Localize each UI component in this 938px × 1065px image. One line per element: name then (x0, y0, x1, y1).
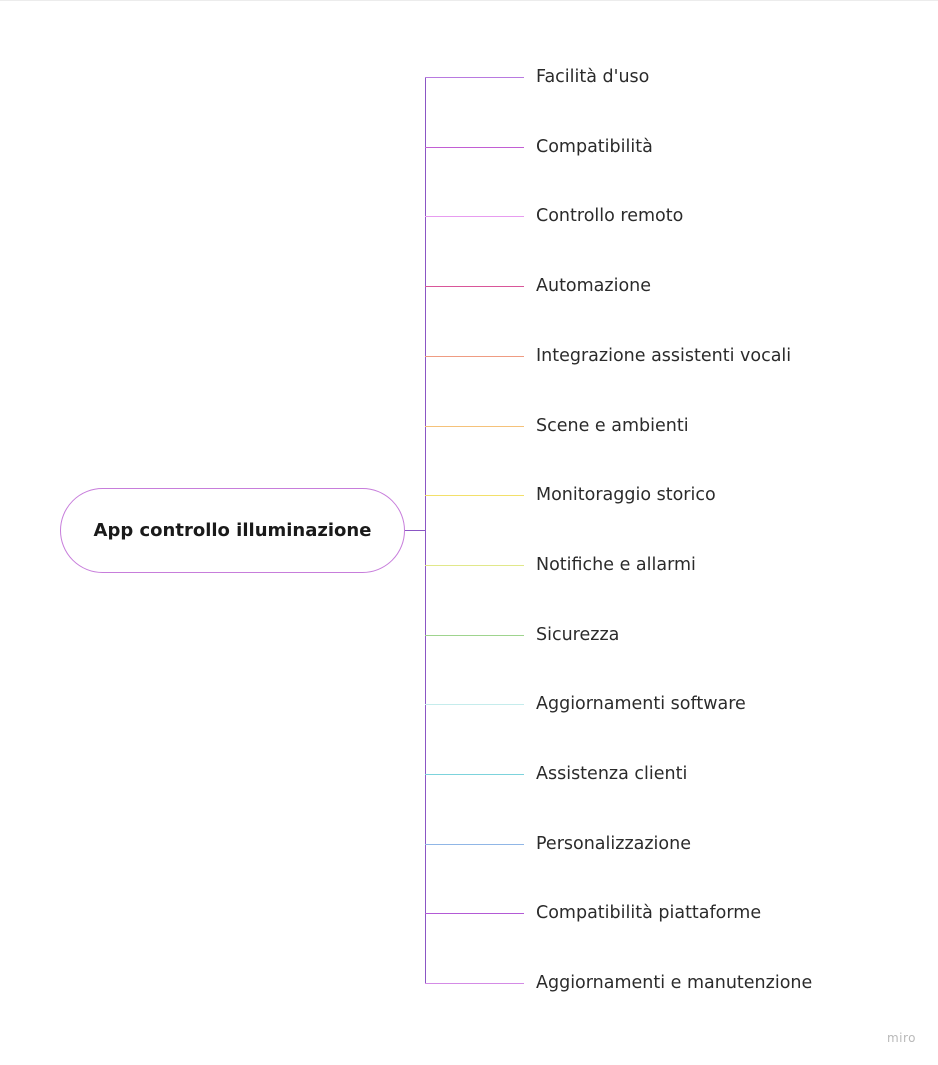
branch-node[interactable]: Scene e ambienti (536, 416, 689, 436)
branch-node[interactable]: Aggiornamenti software (536, 694, 746, 714)
branch-node[interactable]: Notifiche e allarmi (536, 555, 696, 575)
branch-node[interactable]: Controllo remoto (536, 206, 684, 226)
branch-node[interactable]: Assistenza clienti (536, 764, 688, 784)
branch-node[interactable]: Facilità d'uso (536, 67, 650, 87)
branch-node[interactable]: Personalizzazione (536, 834, 691, 854)
branch-node[interactable]: Sicurezza (536, 625, 620, 645)
root-label: App controllo illuminazione (93, 520, 372, 541)
branch-node[interactable]: Aggiornamenti e manutenzione (536, 973, 813, 993)
root-node[interactable]: App controllo illuminazione (60, 488, 405, 573)
branch-node[interactable]: Compatibilità (536, 137, 653, 157)
branch-node[interactable]: Monitoraggio storico (536, 485, 716, 505)
branch-node[interactable]: Compatibilità piattaforme (536, 903, 762, 923)
miro-logo: miro (886, 1031, 916, 1045)
branch-node[interactable]: Automazione (536, 276, 652, 296)
branch-node[interactable]: Integrazione assistenti vocali (536, 346, 792, 366)
top-divider (0, 0, 938, 1)
